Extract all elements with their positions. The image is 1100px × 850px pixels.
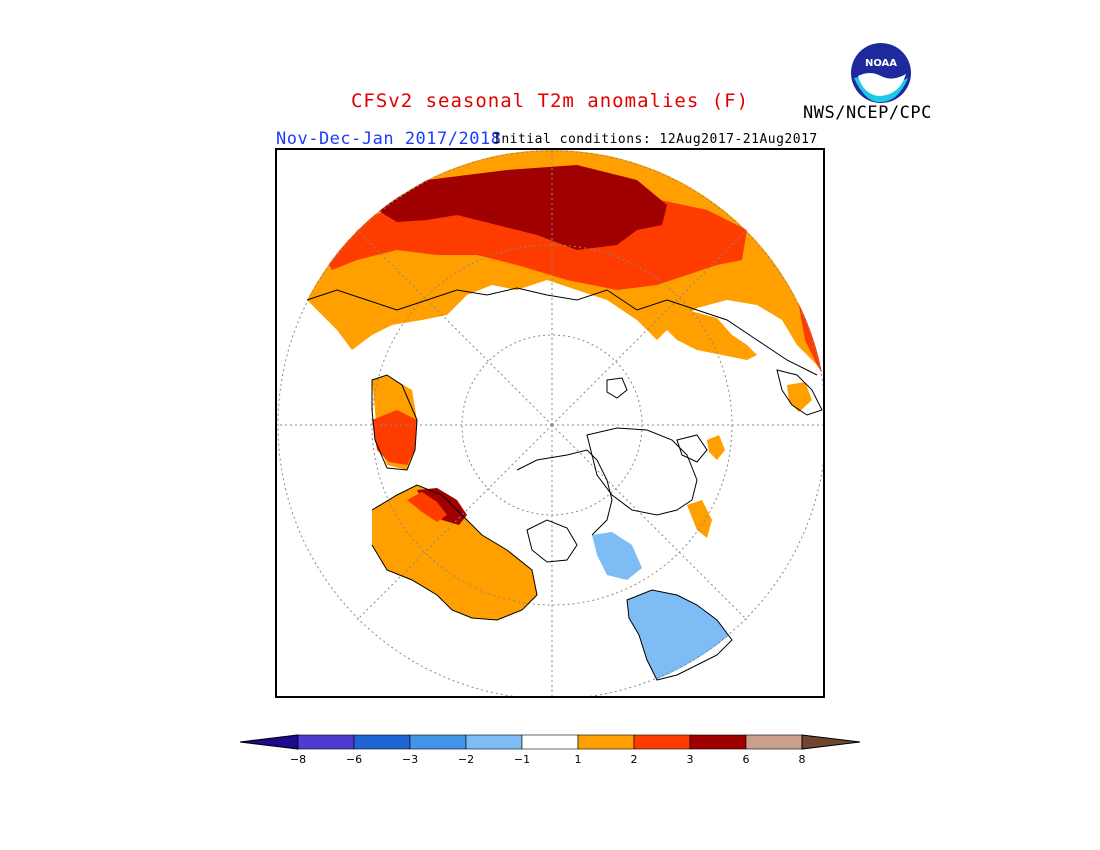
legend-colorbar xyxy=(239,734,861,750)
anomaly-region-darkred-north xyxy=(377,165,667,250)
legend-tick-label: −1 xyxy=(513,753,531,766)
legend-tick-label: −3 xyxy=(401,753,419,766)
legend-tick-label: 2 xyxy=(630,753,638,766)
map-title: CFSv2 seasonal T2m anomalies (F) xyxy=(350,90,750,112)
anomaly-region-orange-canada xyxy=(372,485,537,620)
legend-swatch xyxy=(409,734,467,750)
legend-tick-label: −8 xyxy=(289,753,307,766)
legend-swatch xyxy=(745,734,803,750)
anomaly-region-red-west xyxy=(372,410,417,465)
coastlines xyxy=(306,287,823,681)
anomaly-region-orange-small-1 xyxy=(687,500,712,538)
noaa-logo-text: NOAA xyxy=(865,58,897,69)
legend-tick-label: 8 xyxy=(798,753,806,766)
legend-swatch xyxy=(633,734,691,750)
legend-swatch xyxy=(465,734,523,750)
polar-map xyxy=(277,150,823,696)
legend-swatch xyxy=(353,734,411,750)
noaa-logo: NOAA xyxy=(851,43,911,103)
season-label: Nov-Dec-Jan 2017/2018 xyxy=(276,129,502,149)
legend-arrow-low xyxy=(239,734,299,750)
legend-tick-label: −2 xyxy=(457,753,475,766)
anomaly-region-orange-small-3 xyxy=(787,382,812,412)
legend-swatch xyxy=(689,734,747,750)
map-panel xyxy=(275,148,825,698)
meridian-lines xyxy=(277,150,823,696)
legend-tick-label: −6 xyxy=(345,753,363,766)
initial-conditions-label: Initial conditions: 12Aug2017-21Aug2017 xyxy=(493,132,818,147)
anomaly-region-orange-east xyxy=(657,310,757,360)
legend-tick-label: 6 xyxy=(742,753,750,766)
legend-tick-label: 1 xyxy=(574,753,582,766)
anomaly-region-orange-small-2 xyxy=(707,435,725,460)
legend-swatch xyxy=(577,734,635,750)
legend-arrow-high xyxy=(801,734,861,750)
legend-swatch xyxy=(521,734,579,750)
anomaly-region-red-canada xyxy=(407,492,447,522)
legend-swatch xyxy=(297,734,355,750)
agency-label: NWS/NCEP/CPC xyxy=(803,103,932,123)
map-boundary xyxy=(277,150,823,696)
anomaly-region-blue-small xyxy=(592,532,642,580)
legend-tick-label: 3 xyxy=(686,753,694,766)
